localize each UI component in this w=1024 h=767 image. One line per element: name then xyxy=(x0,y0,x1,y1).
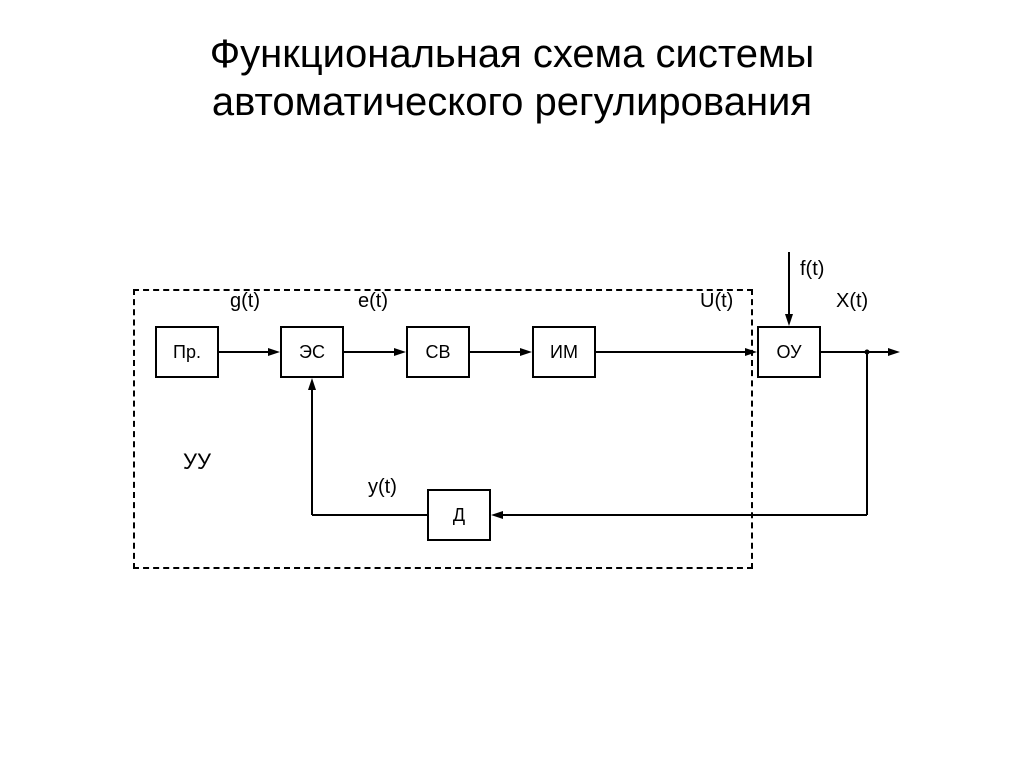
block-ou: ОУ xyxy=(757,326,821,378)
signal-U: U(t) xyxy=(700,290,733,313)
block-sv: СВ xyxy=(406,326,470,378)
block-ou-label: ОУ xyxy=(776,342,801,363)
control-unit-label: УУ xyxy=(183,449,211,475)
signal-g: g(t) xyxy=(230,290,260,313)
block-im-label: ИМ xyxy=(550,342,578,363)
signal-f: f(t) xyxy=(800,258,824,281)
block-im: ИМ xyxy=(532,326,596,378)
signal-e: e(t) xyxy=(358,290,388,313)
block-sv-label: СВ xyxy=(425,342,450,363)
block-d: Д xyxy=(427,489,491,541)
signal-y: y(t) xyxy=(368,476,397,499)
block-es-label: ЭС xyxy=(299,342,325,363)
block-d-label: Д xyxy=(453,505,465,526)
block-diagram: УУ Пр. ЭС СВ ИМ ОУ Д g(t) e(t) U(t) X(t)… xyxy=(0,0,1024,767)
block-pr: Пр. xyxy=(155,326,219,378)
signal-X: X(t) xyxy=(836,290,868,313)
block-pr-label: Пр. xyxy=(173,342,201,363)
block-es: ЭС xyxy=(280,326,344,378)
